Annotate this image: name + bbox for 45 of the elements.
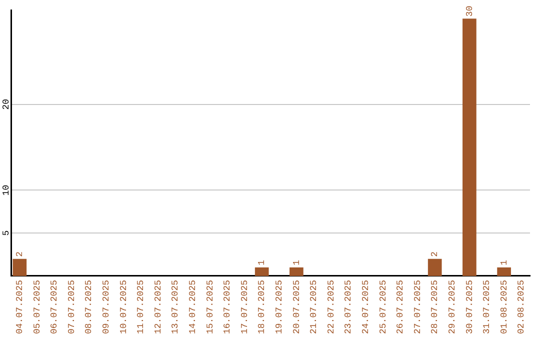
x-tick-label: 04.07.2025	[15, 280, 26, 334]
y-tick-label: 10	[1, 184, 12, 196]
x-tick-label: 14.07.2025	[188, 280, 198, 334]
x-tick-label: 15.07.2025	[205, 280, 216, 334]
x-tick-label: 19.07.2025	[274, 280, 285, 334]
x-tick-label: 01.08.2025	[499, 280, 510, 334]
data-label: 1	[499, 260, 510, 266]
x-tick-label: 21.07.2025	[309, 280, 320, 334]
x-tick-label: 22.07.2025	[326, 280, 336, 334]
bar	[254, 267, 269, 276]
bar	[462, 18, 476, 276]
bar	[428, 258, 442, 276]
data-label: 2	[430, 251, 440, 257]
data-label: 1	[292, 260, 302, 266]
y-tick-label: 5	[1, 230, 12, 236]
data-label: 2	[15, 251, 26, 257]
data-label: 1	[257, 260, 268, 266]
x-tick-label: 12.07.2025	[153, 280, 164, 334]
x-tick-label: 28.07.2025	[430, 280, 440, 334]
x-tick-label: 30.07.2025	[464, 280, 475, 334]
x-tick-label: 31.07.2025	[482, 280, 492, 334]
x-tick-label: 05.07.2025	[32, 280, 42, 334]
x-tick-label: 26.07.2025	[396, 280, 406, 334]
x-tick-label: 08.07.2025	[84, 280, 94, 334]
x-tick-label: 10.07.2025	[118, 280, 129, 334]
x-tick-label: 07.07.2025	[66, 280, 77, 334]
x-tick-label: 11.07.2025	[136, 280, 146, 334]
x-tick-label: 06.07.2025	[50, 280, 60, 334]
x-tick-label: 09.07.2025	[102, 280, 112, 334]
data-label: 30	[464, 6, 475, 17]
x-tick-label: 25.07.2025	[378, 280, 388, 334]
x-tick-label: 17.07.2025	[240, 280, 250, 334]
x-tick-label: 13.07.2025	[170, 280, 181, 334]
bar	[12, 258, 27, 276]
x-tick-label: 16.07.2025	[222, 280, 233, 334]
x-tick-label: 18.07.2025	[257, 280, 268, 334]
bar	[497, 267, 511, 276]
x-tick-label: 24.07.2025	[361, 280, 372, 334]
y-tick-label: 20	[1, 98, 12, 110]
x-tick-label: 29.07.2025	[448, 280, 458, 334]
x-tick-label: 27.07.2025	[412, 280, 423, 334]
x-tick-label: 02.08.2025	[516, 280, 527, 334]
x-tick-label: 23.07.2025	[344, 280, 354, 334]
bar	[290, 267, 304, 276]
x-tick-label: 20.07.2025	[292, 280, 302, 334]
